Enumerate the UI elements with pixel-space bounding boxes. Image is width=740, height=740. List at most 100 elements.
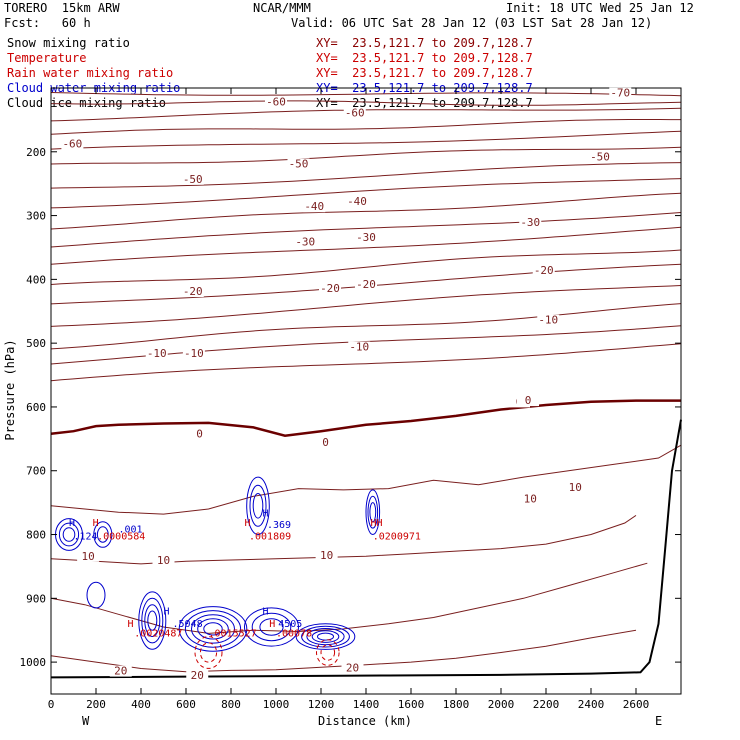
- x-tick-label: 600: [176, 698, 196, 711]
- x-axis-west-label: W: [82, 714, 90, 728]
- contour-label-bg: [181, 286, 204, 298]
- contour-label: -10: [147, 347, 167, 360]
- contour-label: -20: [183, 285, 203, 298]
- hydrometeor-label: 4505: [278, 619, 302, 630]
- isotherm-line: [50, 92, 682, 97]
- contour-label: 20: [114, 665, 127, 678]
- isotherm-line: [50, 192, 682, 230]
- model-title: TORERO 15km ARW: [4, 1, 120, 15]
- contour-label-bg: [343, 107, 366, 119]
- hydrometeor-contour: [306, 628, 345, 646]
- contour-label: -10: [184, 347, 204, 360]
- isotherm-line: [50, 562, 648, 634]
- y-tick-label: 700: [26, 465, 46, 478]
- y-tick-label: 300: [26, 210, 46, 223]
- y-tick-label: 500: [26, 337, 46, 350]
- terrain-layer: [50, 419, 682, 679]
- contour-label: -20: [534, 264, 554, 277]
- contour-label-bg: [181, 173, 204, 185]
- contour-label: 10: [569, 481, 582, 494]
- legend-label-cloud-ice: Cloud ice mixing ratio: [7, 96, 166, 110]
- hydrometeor-contour: [141, 597, 164, 644]
- hydrometeor-contour: [367, 495, 379, 529]
- hydrometeor-label: .001809: [249, 532, 291, 543]
- contour-label-bg: [61, 138, 84, 150]
- hydrometeor-contour: [197, 618, 229, 640]
- y-tick-label: 900: [26, 592, 46, 605]
- contour-label: -60: [62, 138, 82, 151]
- hydrometeor-contour: [62, 527, 76, 542]
- x-tick-label: 400: [131, 698, 151, 711]
- hydrometeor-label: .00078: [276, 629, 312, 640]
- contour-label: 0: [322, 436, 329, 449]
- hydrometeor-contour: [295, 623, 356, 650]
- hydrometeor-contour: [249, 484, 267, 527]
- contour-label-bg: [303, 201, 326, 213]
- isotherm-line: [50, 343, 682, 382]
- hydrometeor-label: H: [269, 619, 275, 630]
- x-tick-label: 1400: [353, 698, 380, 711]
- contour-label: 10: [82, 550, 95, 563]
- hydrometeor-contour: [144, 604, 161, 637]
- x-tick-label: 1800: [443, 698, 470, 711]
- contour-label: -70: [610, 87, 630, 100]
- hydrometeor-contour: [317, 632, 334, 641]
- hydrometeor-contour: [301, 625, 350, 648]
- y-tick-label: 1000: [20, 656, 47, 669]
- hydrometeor-contour: [365, 489, 381, 536]
- x-tick-label: 0: [48, 698, 55, 711]
- contour-label-bg: [341, 662, 364, 674]
- hydrometeor-label: .0200971: [373, 532, 421, 543]
- contour-labels: -70 -60 -60 -60 -50 -50 -50 -40 -40 -30 -30 -30 -20 -…: [61, 87, 632, 682]
- x-tick-label: 1200: [308, 698, 335, 711]
- y-tick-label: 600: [26, 401, 46, 414]
- contour-label-bg: [355, 279, 377, 291]
- y-tick-label: 400: [26, 273, 46, 286]
- hydrometeor-contour: [96, 526, 109, 543]
- hydrometeor-label: .124: [74, 532, 98, 543]
- hydrometeor-contour: [244, 607, 299, 647]
- isotherm-line: [50, 100, 682, 106]
- hydrometeor-contour: [203, 622, 223, 636]
- contour-label: -10: [349, 341, 369, 354]
- contour-label: -50: [183, 173, 203, 186]
- isotherm-line: [50, 178, 682, 209]
- hydrometeor-label: .369: [267, 520, 291, 531]
- contour-label: -40: [304, 200, 324, 213]
- contour-label-bg: [152, 555, 175, 567]
- hydrometeor-contour: [58, 522, 80, 547]
- hydrometeor-contour: [194, 636, 223, 669]
- contour-label: 10: [524, 492, 537, 505]
- y-axis-label: Pressure (hPa): [3, 339, 17, 440]
- hydrometeor-label: .5048: [173, 619, 203, 630]
- hydrometeor-contour: [93, 521, 113, 548]
- contour-label-bg: [77, 550, 100, 562]
- contour-label-bg: [265, 96, 287, 108]
- x-tick-label: 2400: [578, 698, 605, 711]
- legend-label-rain: Rain water mixing ratio: [7, 66, 174, 80]
- hydrometeor-contour: [138, 591, 167, 650]
- hydrometeor-contour: [316, 639, 340, 666]
- x-axis-label: Distance (km): [318, 714, 412, 728]
- x-tick-label: 2600: [623, 698, 650, 711]
- cloud-water-contours: [55, 476, 381, 669]
- contour-label-bg: [609, 87, 632, 99]
- contour-label: -60: [266, 96, 286, 109]
- contour-label-bg: [315, 550, 338, 562]
- legend-xy-snow: XY= 23.5,121.7 to 209.7,128.7: [316, 36, 533, 50]
- contour-label-bg: [319, 282, 341, 294]
- hydrometeor-contour: [86, 581, 106, 609]
- hydrometeor-contour: [178, 606, 248, 652]
- legend-xy-temperature: XY= 23.5,121.7 to 209.7,128.7: [316, 51, 533, 65]
- hydrometeor-contour: [320, 644, 336, 661]
- hydrometeor-label: H: [245, 518, 251, 529]
- legend-label-cloud-water: Cloud water mixing ratio: [7, 81, 181, 95]
- hydrometeor-contour: [246, 476, 270, 535]
- y-tick-label: 200: [26, 146, 46, 159]
- hydrometeor-contour: [259, 618, 284, 636]
- temperature-contours: [50, 92, 682, 673]
- contour-label-bg: [186, 670, 209, 682]
- contour-label: -20: [320, 282, 340, 295]
- valid-time: Valid: 06 UTC Sat 28 Jan 12 (03 LST Sat …: [291, 16, 653, 30]
